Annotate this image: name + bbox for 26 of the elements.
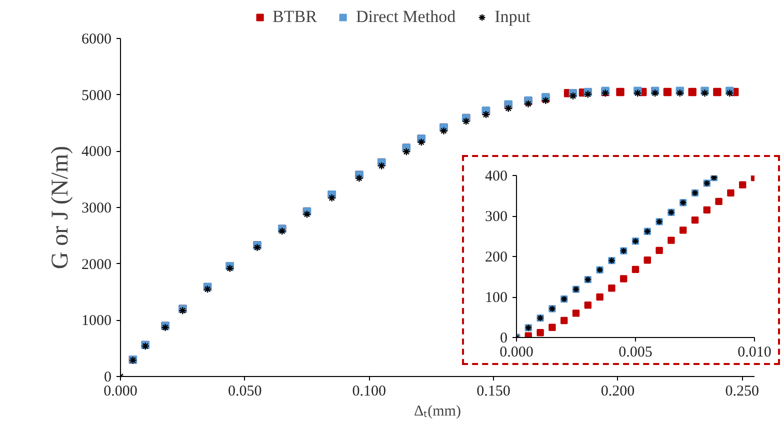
x-tick-label: 0.010 (738, 344, 772, 360)
x-tick-label: 0.050 (228, 384, 262, 400)
y-tick-label: 6000 (82, 32, 112, 48)
y-tick-label: 0 (500, 330, 508, 346)
x-tick-label: 0.000 (104, 384, 138, 400)
y-tick-label: 1000 (82, 313, 112, 330)
y-tick-label: 4000 (82, 144, 112, 160)
x-tick-label: 0.250 (725, 384, 759, 400)
y-tick-label: 0 (104, 370, 112, 386)
y-tick-label: 5000 (82, 88, 112, 104)
legend-label: Input (494, 7, 530, 27)
y-axis-title: G or J (N/m) (48, 146, 74, 270)
x-tick-label: 0.100 (352, 384, 386, 400)
x-tick-label: 0.200 (600, 384, 635, 400)
y-tick-label: 100 (485, 290, 508, 306)
x-tick-label: 0.005 (618, 344, 652, 360)
x-tick-label: 0.150 (476, 384, 510, 400)
legend-label: BTBR (272, 7, 317, 27)
y-tick-label: 3000 (82, 200, 112, 216)
legend-label: Direct Method (356, 7, 456, 27)
x-tick-label: 0.000 (500, 344, 534, 360)
y-tick-label: 400 (485, 168, 508, 184)
y-tick-label: 300 (485, 209, 508, 225)
x-axis-title: Δₜ(mm) (414, 404, 461, 420)
y-tick-label: 200 (485, 250, 508, 266)
y-tick-label: 2000 (82, 256, 112, 273)
